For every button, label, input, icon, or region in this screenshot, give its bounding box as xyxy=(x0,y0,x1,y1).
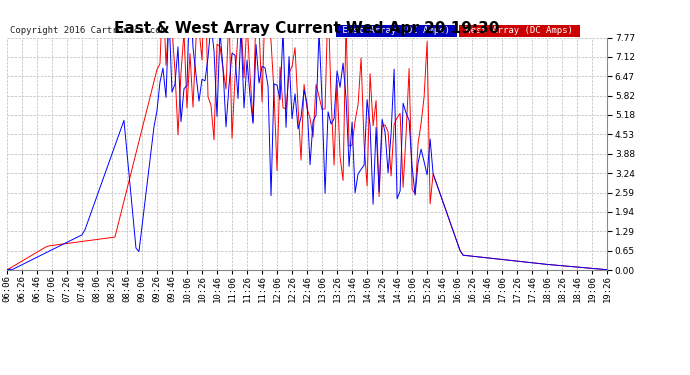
Text: West Array (DC Amps): West Array (DC Amps) xyxy=(460,26,578,35)
Text: Copyright 2016 Cartronics.com: Copyright 2016 Cartronics.com xyxy=(10,26,166,35)
Text: East Array (DC Amps): East Array (DC Amps) xyxy=(337,26,455,35)
Title: East & West Array Current Wed Apr 20 19:30: East & West Array Current Wed Apr 20 19:… xyxy=(115,21,500,36)
